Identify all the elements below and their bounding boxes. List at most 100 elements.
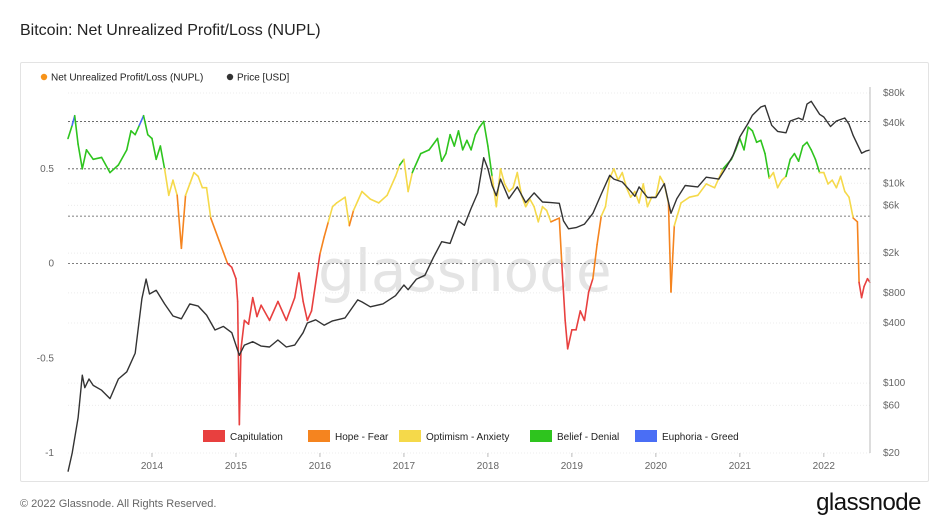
nupl-segment[interactable] (323, 221, 330, 238)
nupl-segment[interactable] (604, 177, 611, 208)
nupl-segment[interactable] (134, 124, 141, 136)
legend-bottom-label[interactable]: Belief - Denial (557, 432, 619, 443)
nupl-segment[interactable] (688, 194, 699, 199)
nupl-segment[interactable] (680, 196, 691, 204)
nupl-segment[interactable] (109, 164, 120, 174)
nupl-segment[interactable] (858, 281, 863, 299)
nupl-segment[interactable] (314, 253, 321, 284)
nupl-segment[interactable] (77, 143, 84, 170)
nupl-segment[interactable] (705, 183, 716, 189)
nupl-segment[interactable] (125, 130, 132, 151)
nupl-segment[interactable] (747, 126, 754, 132)
nupl-segment[interactable] (331, 202, 338, 208)
nupl-segment[interactable] (436, 137, 443, 163)
nupl-segment[interactable] (407, 171, 414, 193)
nupl-segment[interactable] (797, 145, 804, 163)
nupl-segment[interactable] (73, 114, 79, 145)
nupl-segment[interactable] (560, 262, 566, 322)
legend-bottom-label[interactable]: Hope - Fear (335, 432, 389, 443)
nupl-segment[interactable] (394, 164, 401, 178)
nupl-segment[interactable] (848, 196, 855, 219)
nupl-segment[interactable] (670, 224, 676, 293)
nupl-segment[interactable] (411, 152, 422, 174)
nupl-segment[interactable] (247, 296, 254, 325)
nupl-segment[interactable] (673, 202, 682, 227)
nupl-segment[interactable] (440, 152, 447, 163)
nupl-segment[interactable] (772, 171, 779, 189)
nupl-segment[interactable] (827, 179, 834, 185)
nupl-segment[interactable] (625, 186, 632, 199)
nupl-segment[interactable] (482, 120, 489, 147)
nupl-segment[interactable] (352, 200, 359, 212)
nupl-segment[interactable] (193, 171, 199, 178)
nupl-segment[interactable] (793, 152, 800, 163)
legend-bottom-label[interactable]: Optimism - Anxiety (426, 432, 509, 443)
nupl-segment[interactable] (155, 145, 162, 161)
nupl-segment[interactable] (419, 149, 430, 155)
nupl-segment[interactable] (835, 175, 842, 189)
nupl-segment[interactable] (564, 319, 569, 350)
nupl-segment[interactable] (238, 347, 242, 426)
nupl-segment[interactable] (240, 319, 246, 350)
nupl-segment[interactable] (197, 175, 204, 189)
nupl-segment[interactable] (613, 167, 619, 181)
nupl-segment[interactable] (398, 158, 405, 166)
nupl-segment[interactable] (369, 198, 380, 204)
nupl-segment[interactable] (831, 179, 838, 189)
legend-bottom-label[interactable]: Capitulation (230, 432, 283, 443)
nupl-segment[interactable] (566, 329, 573, 350)
nupl-segment[interactable] (764, 152, 771, 180)
nupl-segment[interactable] (667, 202, 672, 293)
nupl-segment[interactable] (159, 145, 166, 170)
nupl-segment[interactable] (587, 277, 594, 293)
nupl-segment[interactable] (306, 310, 313, 322)
nupl-segment[interactable] (117, 149, 128, 166)
nupl-segment[interactable] (751, 130, 758, 144)
nupl-segment[interactable] (188, 171, 195, 185)
nupl-segment[interactable] (810, 149, 817, 161)
nupl-segment[interactable] (335, 196, 346, 204)
nupl-segment[interactable] (163, 167, 170, 197)
nupl-segment[interactable] (92, 156, 103, 161)
nupl-segment[interactable] (67, 124, 73, 140)
nupl-segment[interactable] (302, 300, 309, 322)
nupl-segment[interactable] (592, 243, 598, 280)
nupl-segment[interactable] (575, 310, 582, 331)
nupl-segment[interactable] (310, 281, 317, 312)
nupl-segment[interactable] (776, 179, 783, 189)
nupl-segment[interactable] (327, 205, 334, 223)
nupl-segment[interactable] (209, 217, 220, 242)
nupl-segment[interactable] (151, 137, 157, 161)
legend-bottom-label[interactable]: Euphoria - Greed (662, 432, 739, 443)
nupl-segment[interactable] (697, 183, 708, 197)
nupl-segment[interactable] (781, 175, 787, 181)
nupl-segment[interactable] (844, 190, 850, 199)
nupl-segment[interactable] (344, 196, 351, 227)
nupl-segment[interactable] (226, 262, 233, 269)
nupl-segment[interactable] (361, 190, 372, 200)
nupl-segment[interactable] (760, 139, 766, 155)
nupl-segment[interactable] (474, 126, 481, 136)
nupl-segment[interactable] (863, 277, 869, 288)
nupl-segment[interactable] (222, 251, 229, 265)
brand-logo[interactable]: glassnode (816, 489, 921, 516)
nupl-segment[interactable] (739, 137, 745, 151)
nupl-segment[interactable] (802, 141, 808, 147)
nupl-segment[interactable] (470, 133, 477, 151)
nupl-segment[interactable] (659, 175, 666, 185)
nupl-segment[interactable] (180, 194, 187, 250)
nupl-segment[interactable] (457, 130, 464, 151)
nupl-segment[interactable] (298, 272, 304, 303)
nupl-segment[interactable] (743, 126, 750, 151)
nupl-segment[interactable] (785, 158, 792, 178)
nupl-segment[interactable] (85, 149, 94, 161)
nupl-segment[interactable] (146, 133, 153, 140)
nupl-segment[interactable] (856, 221, 860, 284)
nupl-segment[interactable] (466, 139, 472, 151)
nupl-segment[interactable] (487, 145, 493, 178)
nupl-segment[interactable] (508, 186, 514, 193)
price-line[interactable] (67, 100, 871, 472)
nupl-segment[interactable] (449, 133, 456, 147)
nupl-segment[interactable] (251, 296, 258, 318)
nupl-segment[interactable] (512, 171, 519, 189)
